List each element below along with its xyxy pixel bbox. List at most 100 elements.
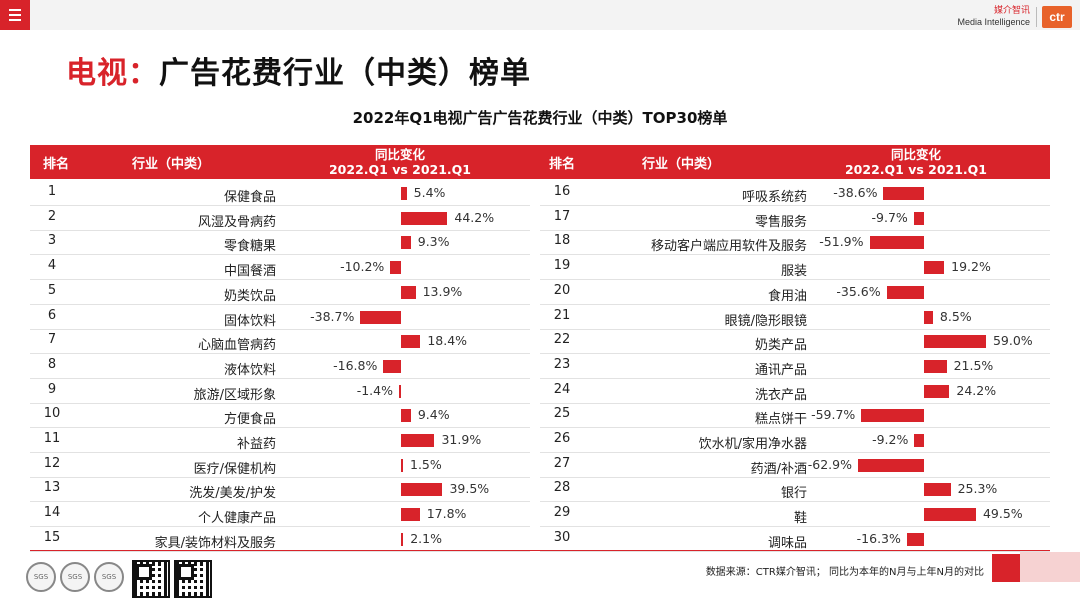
bottom-divider — [30, 550, 1050, 551]
change-value-label: -9.2% — [872, 432, 909, 447]
table-row: 3 零食糖果 9.3% — [0, 230, 1080, 256]
top-bar: 媒介智讯 Media Intelligence ctr — [0, 0, 1080, 30]
row-divider — [30, 303, 530, 305]
row-divider — [30, 452, 530, 453]
category-label: 中国餐酒 — [223, 264, 276, 280]
rank-label: 11 — [43, 431, 61, 446]
category-label: 洗衣产品 — [754, 387, 807, 403]
change-bar — [869, 236, 924, 250]
category-label: 医疗/保健机构 — [193, 461, 276, 477]
category-label: 通讯产品 — [754, 362, 807, 378]
rank-label: 13 — [43, 480, 61, 496]
qr-code-icon[interactable] — [132, 560, 170, 598]
table-row: 5 奶类饮品 13.9% — [0, 280, 1080, 305]
table-row: 2 风湿及骨病药 44.2% — [0, 206, 1080, 231]
change-bar — [906, 532, 924, 546]
table-row: 13 洗发/美发/护发 39.5% — [0, 477, 1080, 503]
change-value-label: 21.5% — [953, 357, 994, 373]
change-bar — [401, 434, 435, 447]
table-row: 16 呼吸系统药 -38.6% — [0, 181, 1080, 206]
row-divider — [540, 279, 1050, 281]
change-bar — [401, 483, 443, 497]
rank-label: 19 — [553, 258, 571, 274]
category-label: 鞋 — [793, 511, 807, 527]
table-row: 26 饮水机/家用净水器 -9.2% — [0, 428, 1080, 453]
change-bar — [390, 261, 401, 275]
row-divider — [30, 501, 530, 503]
row-divider — [30, 254, 530, 256]
category-label: 服装 — [780, 264, 807, 280]
header-change-right-line1: 同比变化 — [890, 147, 941, 162]
data-source: 数据来源：CTR媒介智讯； 同比为本年的N月与上年N月的对比 — [705, 567, 984, 578]
rank-label: 16 — [553, 184, 571, 199]
rank-label: 9 — [47, 381, 57, 397]
row-divider — [540, 303, 1050, 305]
row-divider — [540, 427, 1050, 429]
table-row: 6 固体饮料 -38.7% — [0, 305, 1080, 330]
category-label: 奶类产品 — [754, 338, 807, 354]
rank-label: 22 — [553, 332, 571, 348]
qr-code-icon[interactable] — [174, 560, 212, 598]
change-bar — [360, 310, 401, 324]
category-label: 家具/装饰材料及服务 — [154, 535, 276, 551]
category-label: 液体饮料 — [223, 362, 276, 378]
change-value-label: -16.8% — [333, 357, 378, 373]
row-divider — [30, 353, 530, 355]
change-value-label: 9.3% — [417, 234, 450, 250]
table-row: 11 补益药 31.9% — [0, 428, 1080, 453]
change-value-label: 1.5% — [410, 456, 442, 472]
change-bar — [924, 508, 976, 522]
change-bar — [383, 359, 401, 373]
change-bar — [401, 532, 404, 546]
category-label: 零售服务 — [754, 214, 807, 230]
row-divider — [30, 427, 530, 429]
rank-label: 4 — [47, 258, 57, 274]
row-divider — [30, 377, 530, 379]
change-value-label: -16.3% — [856, 530, 901, 546]
header-change-right-line2: 2022.Q1 vs 2021.Q1 — [844, 162, 988, 177]
table-row: 25 糕点饼干 -59.7% — [0, 403, 1080, 429]
category-label: 呼吸系统药 — [741, 190, 807, 205]
change-bar — [401, 187, 407, 200]
menu-icon[interactable] — [0, 0, 30, 30]
rank-label: 30 — [553, 529, 571, 545]
category-label: 食用油 — [767, 288, 807, 304]
table-row: 4 中国餐酒 -10.2% — [0, 255, 1080, 281]
rank-label: 24 — [553, 381, 571, 397]
header-change-left-line2: 2022.Q1 vs 2021.Q1 — [328, 162, 472, 177]
row-divider — [540, 501, 1050, 503]
row-divider — [30, 402, 530, 404]
brand: 媒介智讯 Media Intelligence ctr — [957, 5, 1072, 29]
change-value-label: 2.1% — [410, 530, 442, 546]
category-label: 移动客户端应用软件及服务 — [650, 239, 807, 255]
rank-label: 28 — [553, 480, 571, 496]
certification-badges: SGS SGS SGS — [26, 562, 124, 592]
category-label: 风湿及骨病药 — [197, 214, 276, 230]
change-value-label: -10.2% — [340, 259, 385, 275]
rank-label: 5 — [47, 282, 57, 298]
rank-label: 1 — [47, 184, 57, 199]
sgs-badge-icon: SGS — [26, 562, 56, 592]
change-bar — [886, 285, 924, 299]
category-label: 零食糖果 — [223, 239, 276, 255]
change-bar — [924, 310, 933, 324]
header-change-left-line1: 同比变化 — [374, 147, 425, 162]
change-bar — [401, 211, 448, 225]
change-bar — [401, 508, 420, 522]
change-value-label: 24.2% — [956, 382, 997, 398]
table-header: 排名 行业（中类） 同比变化 2022.Q1 vs 2021.Q1 排名 行业（… — [30, 145, 1050, 179]
row-divider — [540, 526, 1050, 528]
change-value-label: -38.7% — [310, 308, 355, 324]
change-value-label: 5.4% — [413, 185, 446, 200]
rank-label: 3 — [47, 233, 57, 249]
rank-label: 25 — [553, 406, 571, 422]
category-label: 个人健康产品 — [197, 511, 276, 527]
pink-strip — [1020, 552, 1080, 582]
change-value-label: 25.3% — [957, 481, 998, 497]
category-label: 奶类饮品 — [223, 288, 276, 304]
row-divider — [540, 377, 1050, 379]
change-bar — [401, 335, 421, 349]
rank-label: 20 — [553, 282, 571, 298]
header-rank-right: 排名 — [548, 156, 575, 172]
category-label: 保健食品 — [223, 190, 276, 205]
